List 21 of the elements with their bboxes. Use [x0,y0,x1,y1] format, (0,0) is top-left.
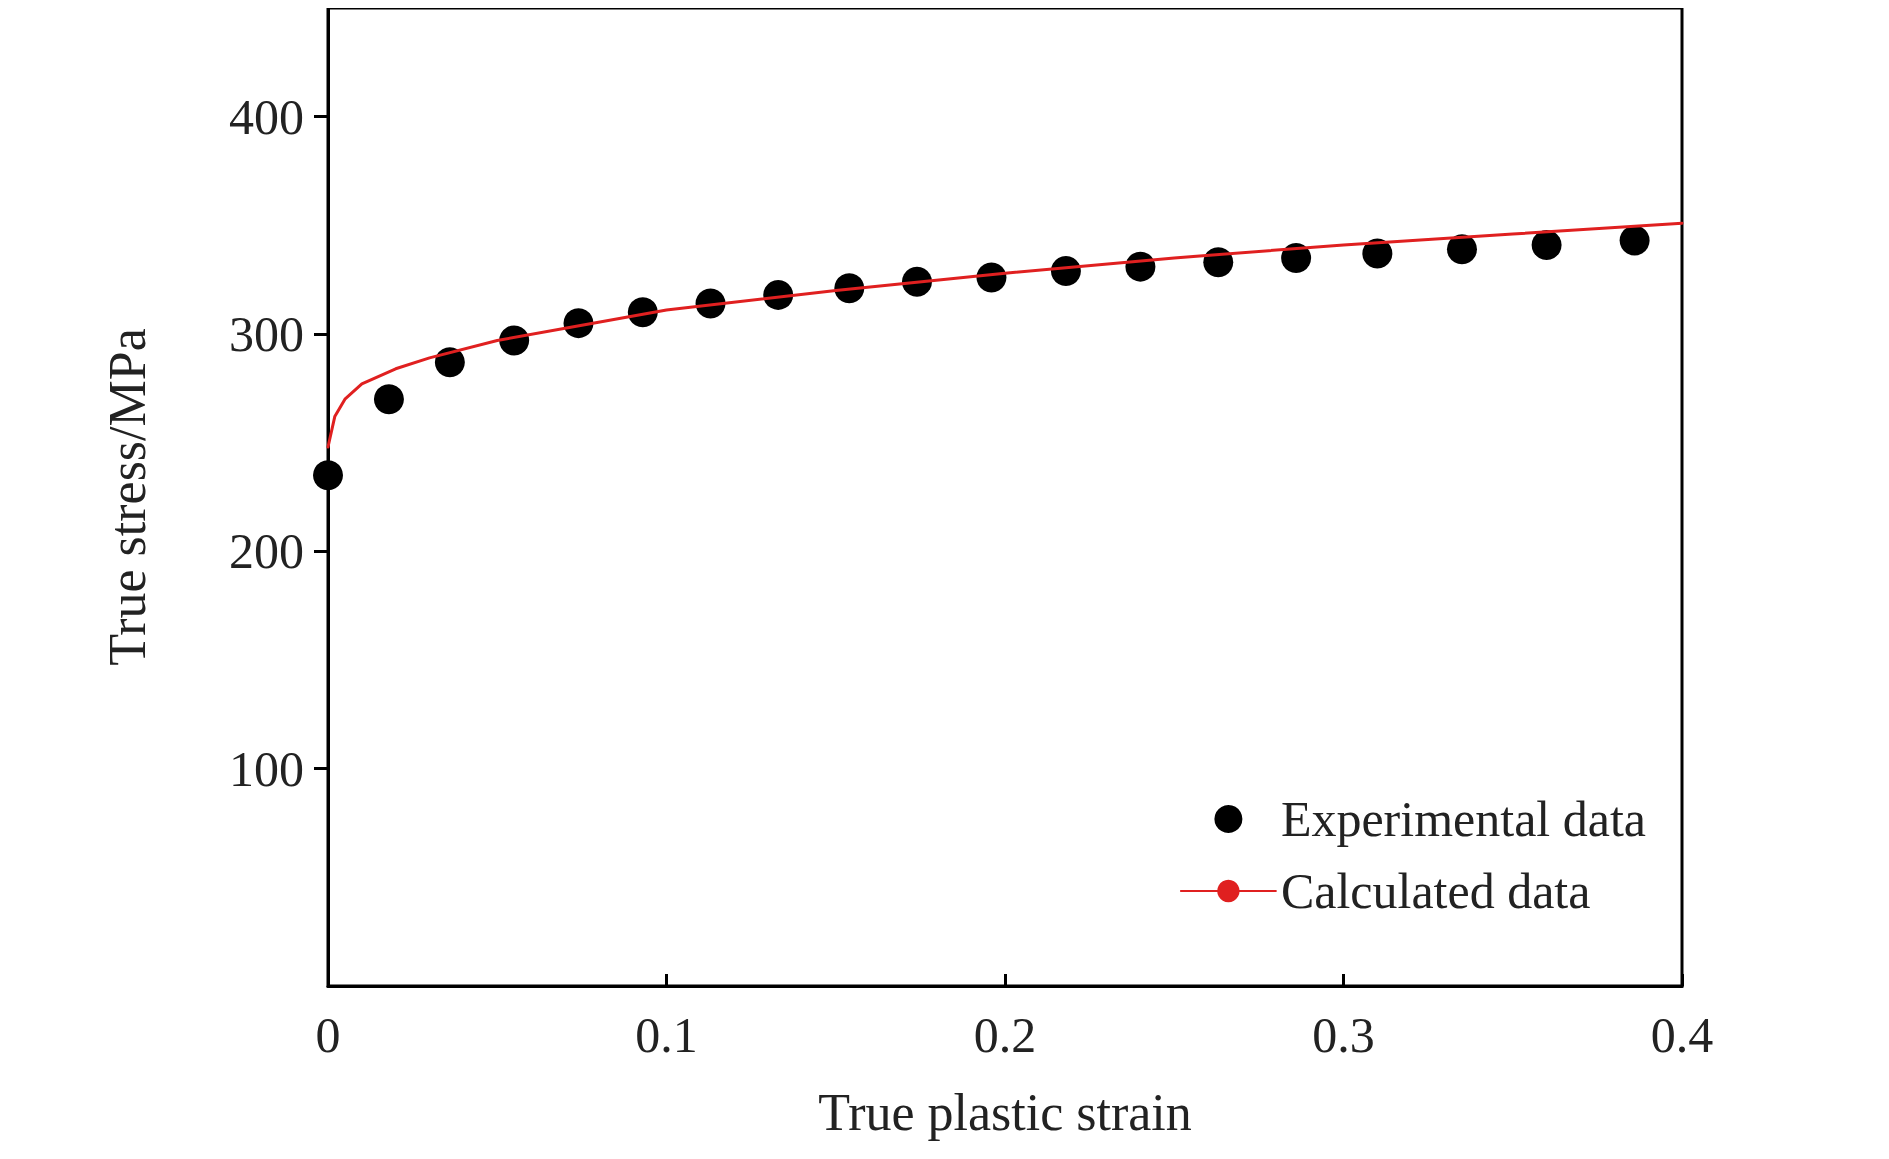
y-tick-label: 400 [229,88,304,145]
y-tick-label: 300 [229,306,304,362]
point [313,460,343,491]
x-tick-label: 0.4 [1650,1007,1714,1063]
x-tick-label: 0.1 [635,1007,698,1063]
y-tick-label: 200 [229,523,304,580]
legend-label: Calculated data [1280,863,1591,919]
point [1447,234,1477,265]
point [1362,238,1393,269]
x-tick-label: 0 [315,1007,341,1063]
legend-label: Experimental data [1280,791,1647,847]
line-series [326,221,1684,449]
y-axis-title: True stress/MPa [98,328,156,666]
point [1531,229,1562,260]
y-tick-label: 100 [229,740,304,797]
x-tick-label: 0.3 [1312,1007,1375,1063]
point [373,384,404,415]
point [1619,225,1650,256]
point [1281,242,1312,273]
x-tick-label: 0.2 [973,1007,1037,1063]
x-axis-title: True plastic strain [818,1083,1192,1141]
